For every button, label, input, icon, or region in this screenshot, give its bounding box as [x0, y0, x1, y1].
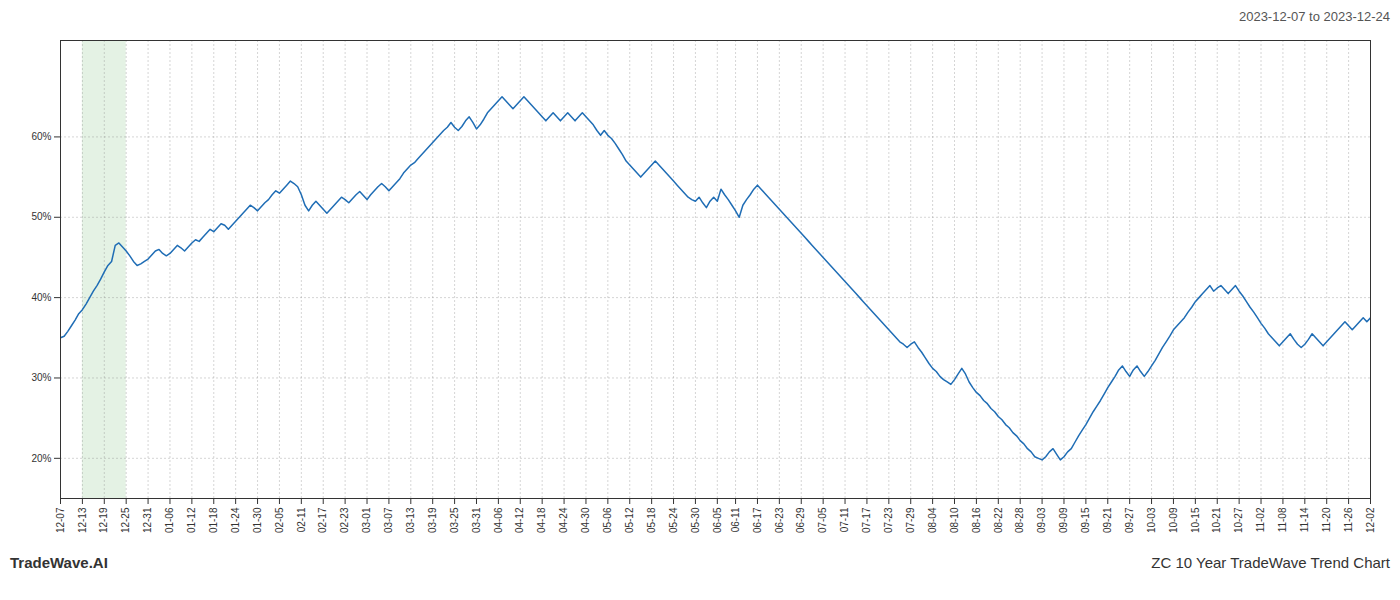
svg-text:04-18: 04-18 [536, 507, 547, 533]
svg-text:01-06: 01-06 [164, 507, 175, 533]
svg-text:05-06: 05-06 [602, 507, 613, 533]
svg-text:03-19: 03-19 [427, 507, 438, 533]
svg-text:11-26: 11-26 [1343, 507, 1354, 532]
svg-text:04-24: 04-24 [558, 507, 569, 533]
svg-text:07-11: 07-11 [839, 507, 850, 532]
svg-text:11-08: 11-08 [1277, 507, 1288, 532]
svg-text:50%: 50% [31, 211, 51, 222]
html-text:TradeWave.AI: TradeWave.AI [10, 554, 108, 571]
svg-text:10-15: 10-15 [1190, 507, 1201, 533]
svg-text:12-07: 12-07 [55, 507, 66, 533]
svg-text:11-14: 11-14 [1299, 507, 1310, 532]
svg-text:10-21: 10-21 [1211, 507, 1222, 533]
svg-text:12-02: 12-02 [1365, 507, 1376, 533]
svg-text:05-12: 05-12 [624, 507, 635, 533]
svg-text:09-15: 09-15 [1080, 507, 1091, 533]
svg-text:12-25: 12-25 [120, 507, 131, 533]
svg-text:12-19: 12-19 [98, 507, 109, 533]
svg-text:11-02: 11-02 [1255, 507, 1266, 532]
svg-text:07-29: 07-29 [905, 507, 916, 533]
svg-text:11-20: 11-20 [1321, 507, 1332, 532]
svg-text:01-18: 01-18 [208, 507, 219, 533]
svg-text:07-17: 07-17 [861, 507, 872, 533]
svg-text:20%: 20% [31, 453, 51, 464]
svg-text:03-01: 03-01 [361, 507, 372, 533]
svg-text:40%: 40% [31, 292, 51, 303]
svg-text:30%: 30% [31, 372, 51, 383]
svg-text:08-16: 08-16 [971, 507, 982, 533]
svg-text:09-03: 09-03 [1036, 507, 1047, 533]
svg-text:04-12: 04-12 [514, 507, 525, 533]
svg-text:60%: 60% [31, 131, 51, 142]
svg-text:08-22: 08-22 [992, 507, 1003, 533]
svg-text:01-24: 01-24 [230, 507, 241, 533]
svg-text:03-31: 03-31 [471, 507, 482, 533]
svg-text:05-30: 05-30 [690, 507, 701, 533]
svg-text:08-28: 08-28 [1014, 507, 1025, 533]
svg-text:03-13: 03-13 [405, 507, 416, 533]
svg-text:05-18: 05-18 [646, 507, 657, 533]
svg-text:06-17: 06-17 [752, 507, 763, 533]
svg-text:04-06: 04-06 [493, 507, 504, 533]
svg-text:08-10: 08-10 [949, 507, 960, 533]
html-text:2023-12-07 to 2023-12-24: 2023-12-07 to 2023-12-24 [1238, 9, 1390, 24]
svg-text:06-11: 06-11 [730, 507, 741, 532]
svg-text:06-05: 06-05 [712, 507, 723, 533]
svg-text:04-30: 04-30 [580, 507, 591, 533]
svg-text:01-12: 01-12 [186, 507, 197, 533]
svg-text:06-29: 06-29 [795, 507, 806, 533]
svg-text:02-11: 02-11 [296, 507, 307, 532]
svg-text:09-09: 09-09 [1058, 507, 1069, 533]
svg-text:10-09: 10-09 [1168, 507, 1179, 533]
html-text:ZC 10 Year TradeWave Trend Cha: ZC 10 Year TradeWave Trend Chart [1151, 554, 1390, 571]
svg-text:12-13: 12-13 [77, 507, 88, 533]
svg-text:10-27: 10-27 [1233, 507, 1244, 533]
svg-text:12-31: 12-31 [142, 507, 153, 533]
svg-text:09-27: 09-27 [1124, 507, 1135, 533]
svg-text:07-23: 07-23 [883, 507, 894, 533]
svg-text:10-03: 10-03 [1146, 507, 1157, 533]
svg-text:08-04: 08-04 [927, 507, 938, 533]
svg-text:01-30: 01-30 [252, 507, 263, 533]
svg-text:07-05: 07-05 [817, 507, 828, 533]
svg-text:05-24: 05-24 [668, 507, 679, 533]
svg-text:03-25: 03-25 [449, 507, 460, 533]
svg-text:02-17: 02-17 [317, 507, 328, 533]
svg-text:02-05: 02-05 [274, 507, 285, 533]
svg-text:02-23: 02-23 [339, 507, 350, 533]
svg-text:09-21: 09-21 [1102, 507, 1113, 533]
svg-text:03-07: 03-07 [383, 507, 394, 533]
svg-text:06-23: 06-23 [774, 507, 785, 533]
